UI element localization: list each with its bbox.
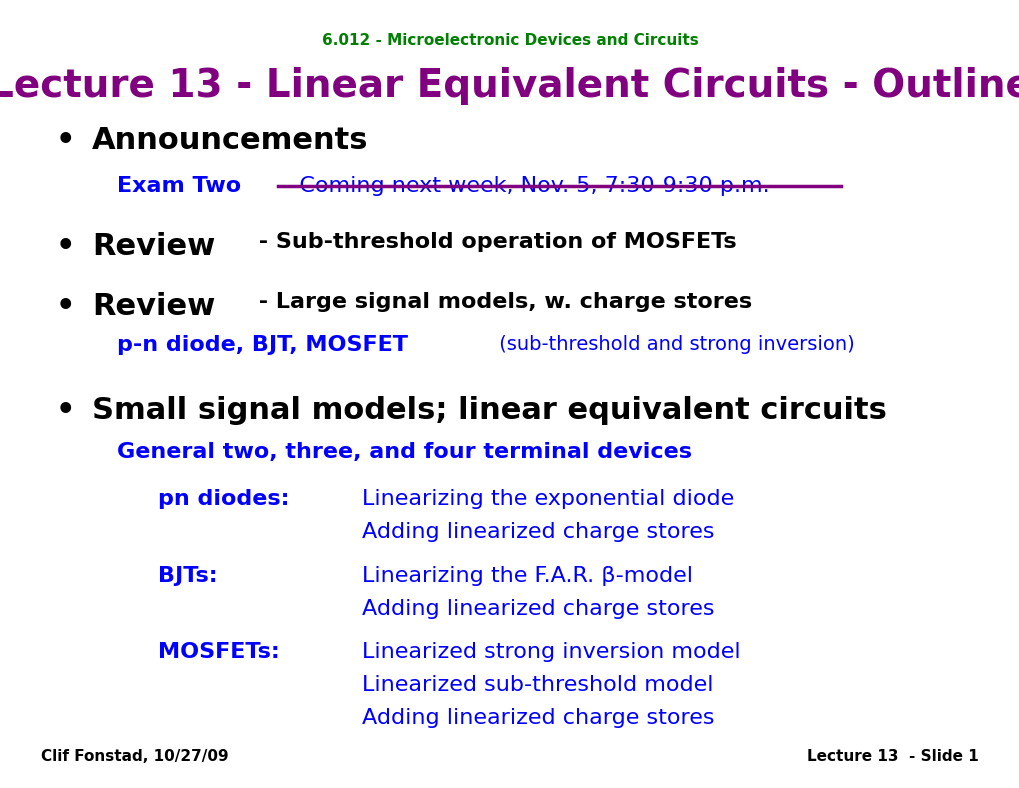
Text: Adding linearized charge stores: Adding linearized charge stores bbox=[362, 522, 714, 542]
Text: Announcements: Announcements bbox=[92, 126, 368, 155]
Text: Lecture 13 - Linear Equivalent Circuits - Outline: Lecture 13 - Linear Equivalent Circuits … bbox=[0, 67, 1019, 105]
Text: •: • bbox=[56, 292, 75, 321]
Text: BJTs:: BJTs: bbox=[158, 566, 217, 585]
Text: - Coming next week, Nov. 5, 7:30-9:30 p.m.: - Coming next week, Nov. 5, 7:30-9:30 p.… bbox=[277, 176, 769, 195]
Text: Linearized strong inversion model: Linearized strong inversion model bbox=[362, 642, 740, 662]
Text: - Large signal models, w. charge stores: - Large signal models, w. charge stores bbox=[251, 292, 751, 311]
Text: - Sub-threshold operation of MOSFETs: - Sub-threshold operation of MOSFETs bbox=[251, 232, 736, 252]
Text: MOSFETs:: MOSFETs: bbox=[158, 642, 279, 662]
Text: (sub-threshold and strong inversion): (sub-threshold and strong inversion) bbox=[492, 335, 854, 354]
Text: p-n diode, BJT, MOSFET: p-n diode, BJT, MOSFET bbox=[117, 335, 408, 355]
Text: Exam Two: Exam Two bbox=[117, 176, 242, 195]
Text: 6.012 - Microelectronic Devices and Circuits: 6.012 - Microelectronic Devices and Circ… bbox=[321, 33, 698, 48]
Text: Clif Fonstad, 10/27/09: Clif Fonstad, 10/27/09 bbox=[41, 749, 228, 764]
Text: Linearizing the exponential diode: Linearizing the exponential diode bbox=[362, 489, 734, 509]
Text: Adding linearized charge stores: Adding linearized charge stores bbox=[362, 599, 714, 619]
Text: Linearizing the F.A.R. β-model: Linearizing the F.A.R. β-model bbox=[362, 566, 693, 585]
Text: pn diodes:: pn diodes: bbox=[158, 489, 289, 509]
Text: General two, three, and four terminal devices: General two, three, and four terminal de… bbox=[117, 442, 692, 462]
Text: Adding linearized charge stores: Adding linearized charge stores bbox=[362, 708, 714, 728]
Text: Lecture 13  - Slide 1: Lecture 13 - Slide 1 bbox=[807, 749, 978, 764]
Text: •: • bbox=[56, 396, 75, 426]
Text: Linearized sub-threshold model: Linearized sub-threshold model bbox=[362, 675, 713, 695]
Text: Review: Review bbox=[92, 232, 215, 262]
Text: •: • bbox=[56, 232, 75, 262]
Text: Small signal models; linear equivalent circuits: Small signal models; linear equivalent c… bbox=[92, 396, 886, 426]
Text: •: • bbox=[56, 126, 75, 155]
Text: Review: Review bbox=[92, 292, 215, 321]
